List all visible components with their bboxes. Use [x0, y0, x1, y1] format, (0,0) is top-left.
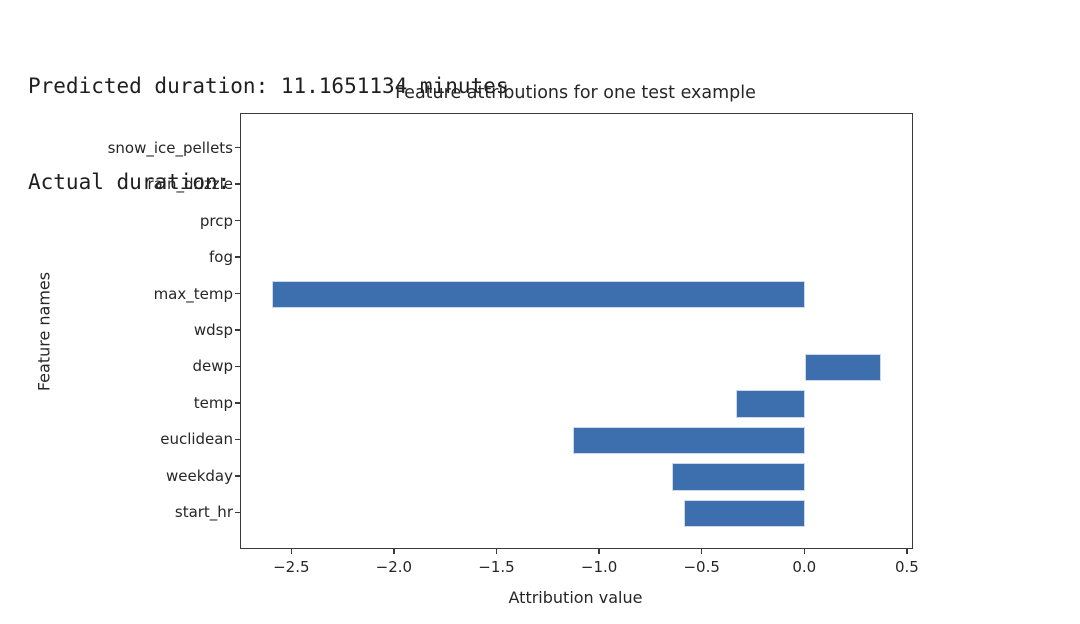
ytick-mark	[235, 438, 240, 441]
ytick-label-start_hr: start_hr	[174, 503, 233, 522]
bar-temp	[735, 390, 806, 418]
xtick-label--2.5: −2.5	[273, 558, 310, 576]
xtick-mark	[803, 548, 806, 554]
xtick-label-0.5: 0.5	[894, 558, 919, 576]
bar-weekday	[671, 463, 806, 491]
xtick-mark	[495, 548, 498, 554]
predicted-duration-text: Predicted duration: 11.1651134 minutes	[28, 74, 509, 98]
bar-max_temp	[271, 280, 806, 309]
chart-title: Feature attributions for one test exampl…	[395, 83, 756, 103]
ytick-mark	[235, 256, 240, 258]
xtick-label--0.5: −0.5	[683, 558, 720, 576]
ytick-label-prcp: prcp	[199, 211, 233, 230]
ytick-label-wdsp: wdsp	[193, 321, 233, 339]
xtick-label--1: −1.0	[580, 558, 618, 576]
ytick-mark	[235, 329, 240, 331]
plot-area	[240, 113, 913, 549]
ytick-mark	[235, 475, 240, 477]
ytick-mark	[235, 402, 240, 404]
ytick-label-euclidean: euclidean	[160, 430, 233, 449]
ytick-mark	[235, 292, 240, 295]
xtick-label--1.5: −1.5	[478, 558, 515, 576]
ytick-label-weekday: weekday	[165, 466, 233, 485]
bar-start_hr	[684, 499, 806, 528]
xtick-label--2: −2.0	[375, 558, 413, 576]
ytick-label-rain_drizzle: rain_drizzle	[147, 175, 233, 194]
ytick-label-max_temp: max_temp	[153, 284, 233, 303]
xtick-mark	[393, 548, 395, 554]
ytick-mark	[235, 183, 240, 185]
ytick-label-snow_ice_pellets: snow_ice_pellets	[107, 138, 233, 157]
xtick-mark	[598, 548, 600, 554]
xtick-mark	[700, 548, 703, 554]
xtick-label-0: 0.0	[792, 558, 817, 576]
ytick-mark	[235, 365, 240, 368]
bar-dewp	[805, 353, 882, 382]
bar-euclidean	[573, 426, 806, 455]
ytick-label-fog: fog	[209, 248, 233, 267]
xtick-mark	[906, 548, 908, 554]
xtick-mark	[290, 548, 293, 554]
ytick-mark	[235, 219, 240, 222]
ytick-label-dewp: dewp	[192, 357, 233, 376]
ytick-label-temp: temp	[193, 393, 233, 412]
ytick-mark	[235, 511, 240, 514]
ytick-mark	[235, 146, 240, 149]
x-axis-label: Attribution value	[508, 588, 643, 607]
